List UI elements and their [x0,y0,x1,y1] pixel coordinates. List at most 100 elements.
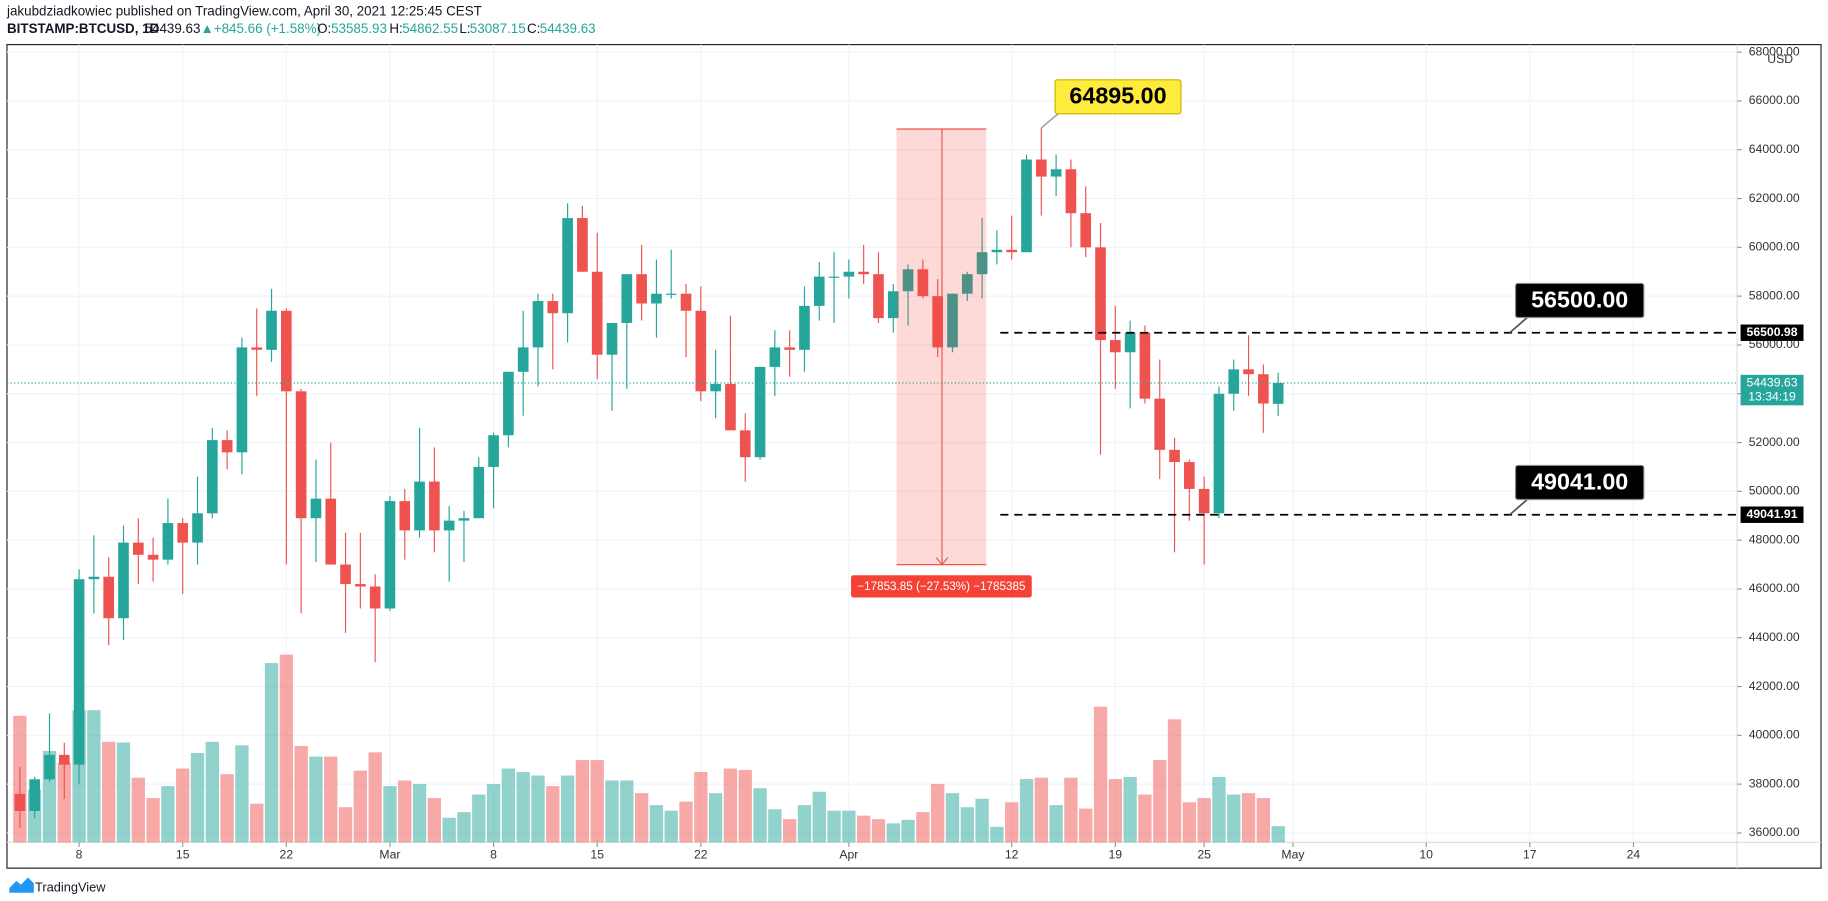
candle-body [606,322,618,355]
candle-body [547,301,559,314]
measure-label: −17853.85 (−27.53%) −1785385 [857,580,1026,593]
volume-bar [368,752,382,843]
volume-bar [694,772,708,843]
x-tick-label: 19 [1109,847,1123,861]
volume-bar [931,783,945,843]
volume-bar [546,786,560,843]
callout-pointer [1509,498,1528,516]
candle-body [1272,383,1284,404]
volume-bar [516,772,530,843]
candle-body [58,754,70,765]
candle-body [1228,369,1240,394]
level-tag [1740,506,1804,523]
x-tick-label: 10 [1419,847,1433,861]
candle-body [784,347,795,350]
candle-body [29,779,41,811]
candle-body [725,383,736,431]
candle-body [1095,247,1106,341]
volume-bar [620,780,634,843]
footer: TradingView [35,879,106,894]
candle-body [206,440,218,514]
y-tick-label: 58000.00 [1749,288,1800,302]
volume-bar [1153,760,1167,843]
candle-body [887,291,899,319]
candle-body [1258,374,1269,404]
x-tick-label: 22 [280,847,294,861]
volume-bar [87,710,101,843]
y-tick-label: 44000.00 [1749,630,1800,644]
volume-bar [1182,802,1197,843]
volume-bar [427,798,442,843]
x-tick-label: Apr [839,847,858,861]
candle-body [162,523,174,560]
volume-bar [294,746,308,843]
candle-body [991,249,1003,253]
volume-bar [827,810,841,843]
volume-bar [353,770,368,843]
volume-bar [264,663,279,843]
volume-bar [1079,808,1093,843]
candle-body [1243,369,1254,375]
x-tick-label: 17 [1523,847,1537,861]
candle-body [754,366,766,458]
volume-bar [116,742,131,843]
y-tick-label: 36000.00 [1749,825,1800,839]
candle-body [384,501,396,609]
candle-body [73,579,85,765]
volume-bar [871,819,886,843]
y-tick-label: 48000.00 [1749,532,1800,546]
callout-label: 49041.00 [1531,468,1628,494]
candle-body [177,523,189,543]
candle-body [1006,249,1018,253]
candle-body [562,218,573,314]
volume-bar [279,654,293,843]
candle-body [932,296,944,348]
frame [6,43,1822,869]
x-tick-label: 12 [1005,847,1019,861]
candle-body [1021,159,1032,253]
volume-bar [782,819,797,843]
candle-body [325,498,337,565]
volume-bar [1019,779,1034,843]
volume-bar [975,798,989,843]
o-value: 53585.93 [331,21,387,36]
callout-box [1514,464,1645,501]
volume-bar [250,803,264,843]
volume-bar [1123,776,1137,843]
candle-body [118,542,129,619]
level-label: 49041.91 [1747,507,1798,521]
candle-body [710,383,721,392]
candle-body [873,274,884,319]
volume-bar [412,783,427,843]
measure-label-box [851,575,1032,598]
y-tick-label: 52000.00 [1749,435,1800,449]
volume-bar [1167,719,1182,843]
y-tick-label: 40000.00 [1749,728,1800,742]
volume-bar [842,810,856,843]
x-tick-label: 15 [590,847,604,861]
candle-body [961,274,973,294]
x-tick-label: Mar [379,847,400,861]
change: ▲+845.66 (+1.58%) [201,21,322,36]
y-tick-label: 38000.00 [1749,776,1800,790]
countdown: 13:34:19 [1748,389,1796,403]
x-tick-label: May [1281,847,1305,861]
candle-body [473,466,485,519]
volume-bar [945,793,960,843]
volume-bar [753,788,767,843]
volume-bar [442,817,456,843]
candle-body [1184,462,1195,489]
candle-body [1154,398,1166,450]
candles [14,127,1284,829]
level-tag [1740,324,1804,341]
h-label: H: [389,21,402,36]
candle-body [88,576,100,580]
y-tick-label: 62000.00 [1749,191,1800,205]
candle-body [192,513,203,543]
candle-body [132,542,144,555]
candle-body [429,481,440,531]
candle-body [1065,169,1077,214]
candle-body [488,435,499,467]
logo [9,877,34,893]
candle-body [1124,332,1136,353]
